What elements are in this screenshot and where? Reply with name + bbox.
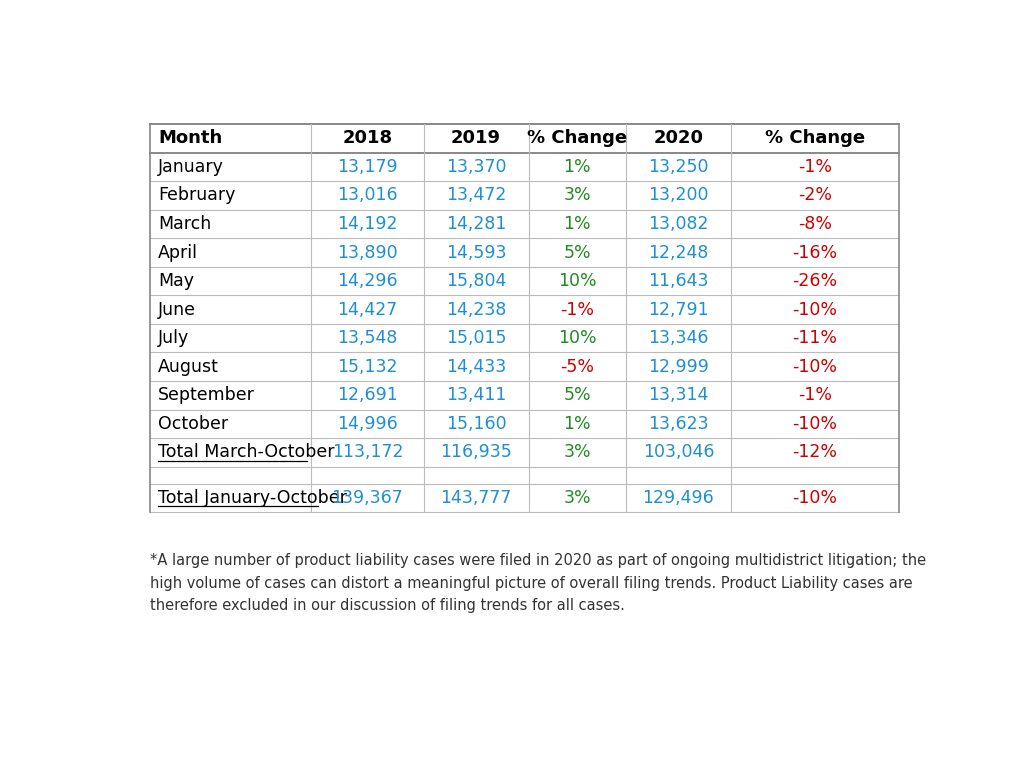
Text: October: October [158, 415, 228, 432]
Text: 2020: 2020 [653, 129, 703, 147]
Text: 12,999: 12,999 [648, 358, 709, 376]
Text: 14,996: 14,996 [337, 415, 398, 432]
Text: 116,935: 116,935 [440, 443, 512, 461]
Text: 15,132: 15,132 [337, 358, 397, 376]
Text: 14,593: 14,593 [445, 244, 506, 261]
Text: June: June [158, 300, 197, 319]
Text: Month: Month [158, 129, 222, 147]
Text: -1%: -1% [798, 387, 833, 404]
Text: -10%: -10% [793, 415, 838, 432]
Text: September: September [158, 387, 255, 404]
Text: -12%: -12% [793, 443, 838, 461]
Text: July: July [158, 329, 189, 347]
Text: 12,248: 12,248 [648, 244, 709, 261]
Text: 14,433: 14,433 [446, 358, 506, 376]
Text: 12,691: 12,691 [337, 387, 398, 404]
Text: April: April [158, 244, 199, 261]
Text: Total March-October: Total March-October [158, 443, 335, 461]
Text: 10%: 10% [558, 329, 597, 347]
Text: 13,346: 13,346 [648, 329, 709, 347]
Text: -10%: -10% [793, 358, 838, 376]
Text: 1%: 1% [563, 158, 591, 176]
Text: -1%: -1% [560, 300, 594, 319]
Text: -10%: -10% [793, 300, 838, 319]
Text: 3%: 3% [563, 186, 591, 205]
Text: 15,160: 15,160 [445, 415, 507, 432]
Text: 14,296: 14,296 [337, 272, 397, 290]
Text: 13,411: 13,411 [445, 387, 506, 404]
Text: 13,179: 13,179 [337, 158, 397, 176]
Text: 129,496: 129,496 [642, 489, 715, 507]
Text: 15,804: 15,804 [445, 272, 506, 290]
Text: *A large number of product liability cases were filed in 2020 as part of ongoing: *A large number of product liability cas… [151, 553, 927, 613]
Text: Total January-October: Total January-October [158, 489, 347, 507]
Text: 13,200: 13,200 [648, 186, 709, 205]
Text: -1%: -1% [798, 158, 833, 176]
Text: 15,015: 15,015 [445, 329, 506, 347]
Text: 12,791: 12,791 [648, 300, 709, 319]
Text: 5%: 5% [563, 387, 591, 404]
Text: January: January [158, 158, 224, 176]
Text: 14,427: 14,427 [337, 300, 397, 319]
Text: 14,238: 14,238 [445, 300, 506, 319]
Text: % Change: % Change [527, 129, 628, 147]
Text: 5%: 5% [563, 244, 591, 261]
Text: 3%: 3% [563, 443, 591, 461]
Text: 13,472: 13,472 [445, 186, 506, 205]
Text: 13,250: 13,250 [648, 158, 709, 176]
Text: -10%: -10% [793, 489, 838, 507]
Text: May: May [158, 272, 195, 290]
Text: March: March [158, 215, 211, 233]
Text: 11,643: 11,643 [648, 272, 709, 290]
Text: -5%: -5% [560, 358, 594, 376]
Text: 2019: 2019 [452, 129, 501, 147]
Text: 13,082: 13,082 [648, 215, 709, 233]
Text: February: February [158, 186, 236, 205]
Text: -2%: -2% [798, 186, 833, 205]
Text: 143,777: 143,777 [440, 489, 512, 507]
Text: 13,548: 13,548 [337, 329, 397, 347]
Text: 139,367: 139,367 [332, 489, 403, 507]
Text: 2018: 2018 [342, 129, 392, 147]
Text: 103,046: 103,046 [643, 443, 714, 461]
Text: -8%: -8% [798, 215, 833, 233]
Text: 13,623: 13,623 [648, 415, 709, 432]
Text: -11%: -11% [793, 329, 838, 347]
Text: 14,192: 14,192 [337, 215, 397, 233]
Text: 10%: 10% [558, 272, 597, 290]
Text: 3%: 3% [563, 489, 591, 507]
Text: 13,016: 13,016 [337, 186, 397, 205]
Text: 1%: 1% [563, 215, 591, 233]
Text: 113,172: 113,172 [332, 443, 403, 461]
Text: 14,281: 14,281 [445, 215, 506, 233]
Text: August: August [158, 358, 219, 376]
Text: 13,890: 13,890 [337, 244, 397, 261]
Text: -26%: -26% [793, 272, 838, 290]
Text: 1%: 1% [563, 415, 591, 432]
Text: 13,314: 13,314 [648, 387, 709, 404]
Text: 13,370: 13,370 [445, 158, 506, 176]
Text: -16%: -16% [793, 244, 838, 261]
Text: % Change: % Change [765, 129, 865, 147]
